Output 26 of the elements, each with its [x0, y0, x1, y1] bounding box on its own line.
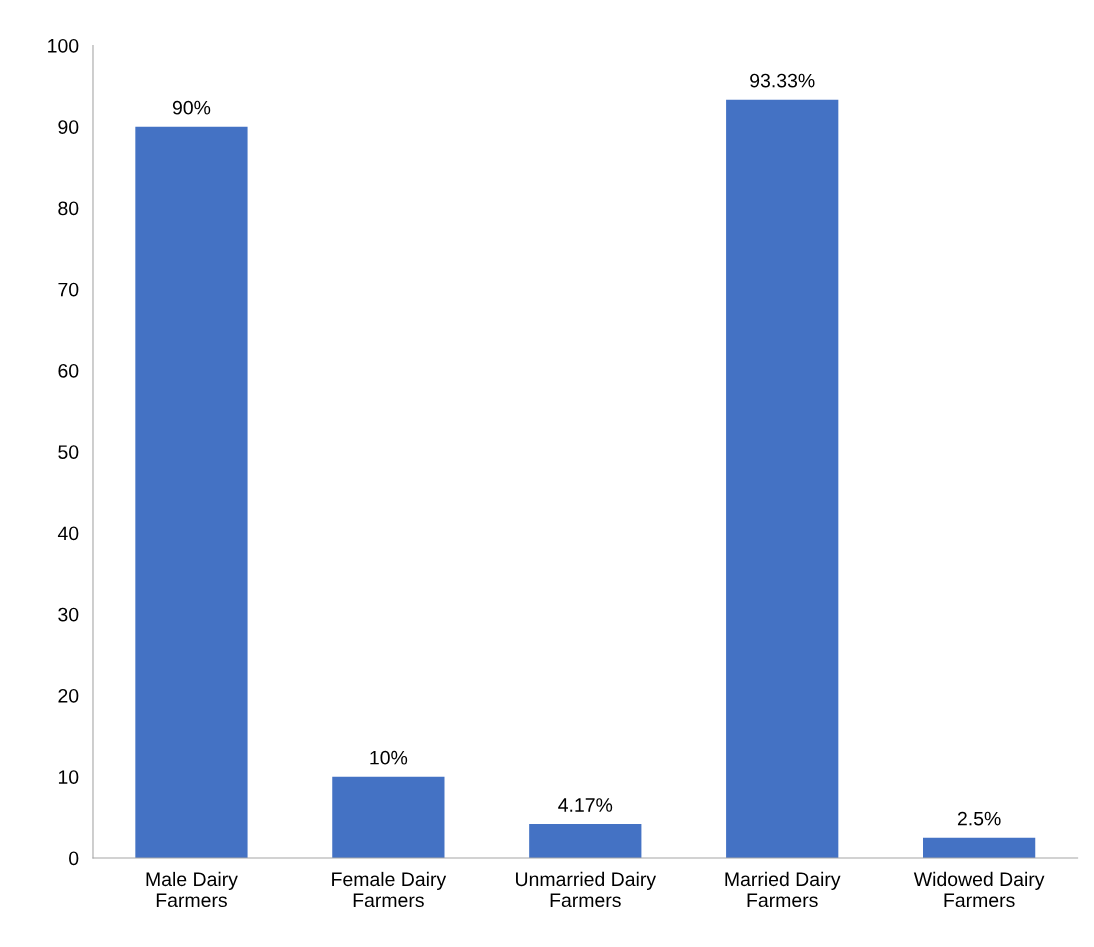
x-tick-label: Female Dairy Farmers: [332, 871, 447, 908]
y-tick-label: 40: [57, 526, 79, 541]
bar: [726, 99, 839, 858]
data-label: 4.17%: [558, 798, 613, 812]
y-tick-label: 20: [58, 688, 79, 703]
data-label: 10%: [370, 750, 408, 765]
x-tick-label: Married Dairy Farmers: [725, 871, 841, 908]
bar: [332, 776, 445, 858]
bar: [923, 837, 1036, 858]
x-tick-label: Widowed Dairy Farmers: [913, 871, 1045, 908]
y-tick-label: 70: [58, 282, 79, 297]
y-tick-label: 30: [58, 607, 79, 622]
y-tick-label: 0: [69, 851, 79, 866]
bar: [135, 126, 248, 858]
bar: [529, 824, 642, 858]
y-tick-label: 90: [58, 120, 79, 134]
data-label: 90%: [172, 100, 211, 115]
x-tick-label: Unmarried Dairy Farmers: [516, 871, 657, 908]
y-tick-label: 60: [58, 363, 79, 378]
x-tick-label: Male Dairy Farmers: [146, 871, 238, 908]
y-tick-label: 50: [58, 445, 79, 459]
y-tick-label: 10: [58, 770, 79, 784]
y-tick-label: 100: [48, 38, 79, 53]
y-tick-label: 80: [58, 201, 79, 216]
data-label: 93.33%: [750, 73, 815, 88]
data-label: 2.5%: [957, 811, 1001, 826]
